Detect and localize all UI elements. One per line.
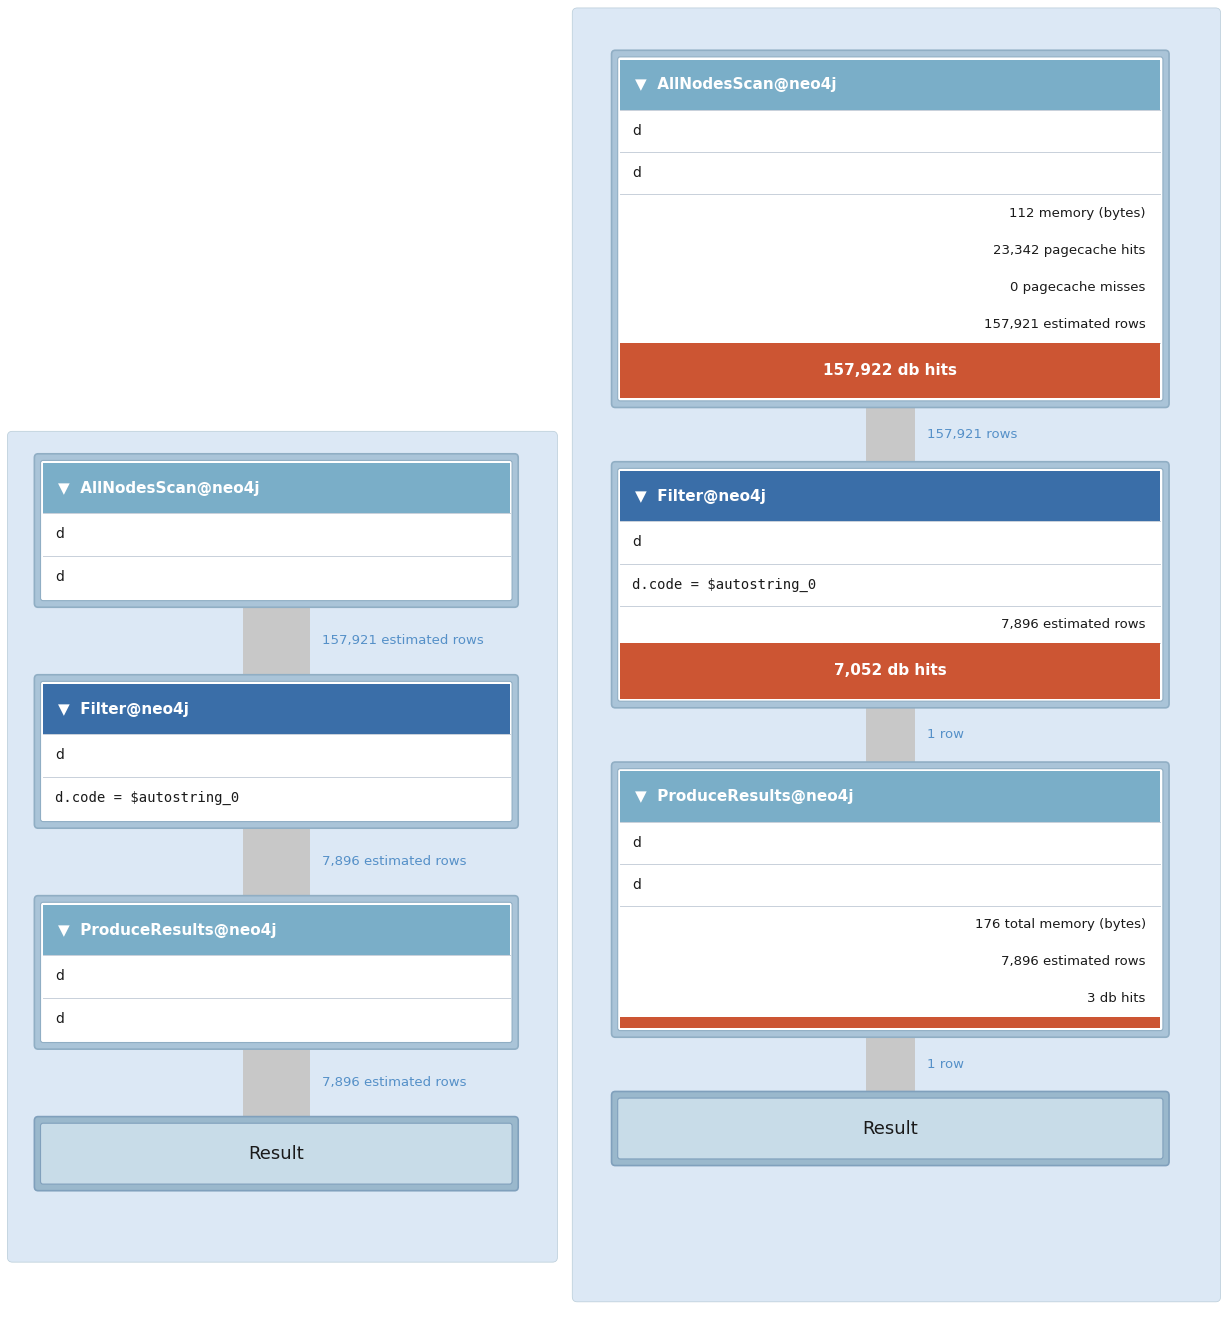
Bar xyxy=(43,905,510,955)
FancyBboxPatch shape xyxy=(618,1098,1163,1159)
Text: d: d xyxy=(632,836,641,849)
Text: ▼  ProduceResults@neo4j: ▼ ProduceResults@neo4j xyxy=(635,789,853,804)
Text: d: d xyxy=(55,749,64,762)
Text: 157,921 estimated rows: 157,921 estimated rows xyxy=(322,635,484,647)
Text: 7,896 estimated rows: 7,896 estimated rows xyxy=(322,856,467,868)
Bar xyxy=(43,463,510,513)
Text: d: d xyxy=(632,167,641,180)
FancyBboxPatch shape xyxy=(618,57,1163,401)
Text: d: d xyxy=(55,570,64,583)
Text: d: d xyxy=(632,878,641,892)
Text: Result: Result xyxy=(862,1119,919,1138)
Text: ▼  AllNodesScan@neo4j: ▼ AllNodesScan@neo4j xyxy=(635,77,836,93)
Bar xyxy=(620,471,1160,521)
FancyBboxPatch shape xyxy=(41,681,512,822)
Text: ▼  Filter@neo4j: ▼ Filter@neo4j xyxy=(58,701,189,717)
Text: 3 db hits: 3 db hits xyxy=(1087,992,1146,1005)
Text: d: d xyxy=(55,1012,64,1025)
Text: ▼  Filter@neo4j: ▼ Filter@neo4j xyxy=(635,488,766,504)
Bar xyxy=(866,1028,915,1101)
Text: 7,896 estimated rows: 7,896 estimated rows xyxy=(1001,955,1146,968)
FancyBboxPatch shape xyxy=(612,462,1169,708)
Bar xyxy=(243,598,309,684)
Text: d: d xyxy=(55,970,64,983)
Text: d: d xyxy=(632,536,641,549)
Text: 157,922 db hits: 157,922 db hits xyxy=(823,363,958,378)
FancyBboxPatch shape xyxy=(612,1091,1169,1166)
Text: 1 row: 1 row xyxy=(927,729,964,741)
FancyBboxPatch shape xyxy=(41,1123,512,1184)
Text: d.code = $autostring_0: d.code = $autostring_0 xyxy=(632,578,817,591)
Text: ▼  AllNodesScan@neo4j: ▼ AllNodesScan@neo4j xyxy=(58,480,259,496)
Text: 7,896 estimated rows: 7,896 estimated rows xyxy=(1001,618,1146,631)
FancyBboxPatch shape xyxy=(34,896,518,1049)
Bar xyxy=(620,60,1160,110)
FancyBboxPatch shape xyxy=(34,675,518,828)
Bar xyxy=(620,343,1160,398)
Bar xyxy=(243,819,309,905)
Text: 7,896 estimated rows: 7,896 estimated rows xyxy=(322,1077,467,1089)
FancyBboxPatch shape xyxy=(618,468,1163,701)
Text: 7,052 db hits: 7,052 db hits xyxy=(834,663,947,679)
FancyBboxPatch shape xyxy=(618,769,1163,1031)
Text: ▼  ProduceResults@neo4j: ▼ ProduceResults@neo4j xyxy=(58,922,276,938)
Bar xyxy=(620,643,1160,699)
Text: 1 row: 1 row xyxy=(927,1058,964,1070)
Bar xyxy=(243,1040,309,1126)
Text: 23,342 pagecache hits: 23,342 pagecache hits xyxy=(993,243,1146,257)
FancyBboxPatch shape xyxy=(612,762,1169,1037)
FancyBboxPatch shape xyxy=(34,1117,518,1191)
FancyBboxPatch shape xyxy=(7,431,558,1262)
Bar xyxy=(866,699,915,771)
Bar xyxy=(620,1017,1160,1028)
Text: 112 memory (bytes): 112 memory (bytes) xyxy=(1009,206,1146,220)
Bar xyxy=(866,398,915,471)
Text: 157,921 rows: 157,921 rows xyxy=(927,429,1018,441)
Bar xyxy=(620,771,1160,822)
FancyBboxPatch shape xyxy=(612,50,1169,407)
Text: d: d xyxy=(632,124,641,138)
Text: d.code = $autostring_0: d.code = $autostring_0 xyxy=(55,791,239,804)
FancyBboxPatch shape xyxy=(34,454,518,607)
Bar xyxy=(43,684,510,734)
Text: 176 total memory (bytes): 176 total memory (bytes) xyxy=(975,918,1146,931)
Text: d: d xyxy=(55,528,64,541)
FancyBboxPatch shape xyxy=(41,460,512,601)
Text: 157,921 estimated rows: 157,921 estimated rows xyxy=(984,318,1146,331)
Text: 0 pagecache misses: 0 pagecache misses xyxy=(1011,280,1146,294)
FancyBboxPatch shape xyxy=(572,8,1221,1302)
FancyBboxPatch shape xyxy=(41,902,512,1043)
Text: Result: Result xyxy=(248,1144,305,1163)
